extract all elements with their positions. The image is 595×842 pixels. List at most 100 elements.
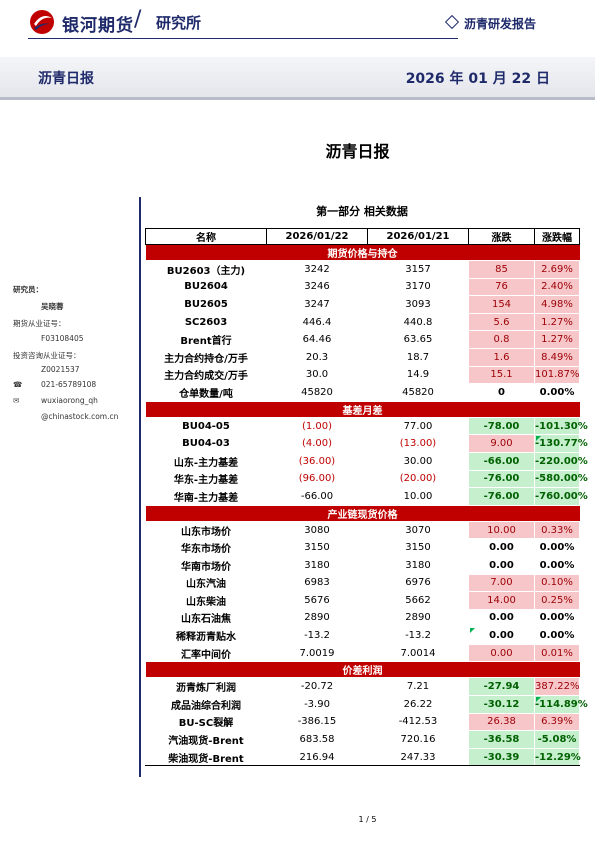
change-pct-cell: -130.77%	[534, 434, 588, 453]
table-row: 成品油综合利润 -3.90 26.22 -30.12 -114.89%	[145, 695, 588, 714]
row-name-cell: 沥青炼厂利润	[145, 677, 267, 697]
change-pct-cell-text: 2.40%	[541, 281, 573, 293]
change-cell-text: 0	[498, 386, 505, 398]
band-title: 沥青日报	[38, 71, 94, 87]
change-pct-cell-text: 0.33%	[541, 524, 573, 536]
value-today-cell-text: (1.00)	[301, 420, 333, 432]
change-pct-cell: 0.00%	[534, 383, 580, 402]
table-row: 山东市场价 3080 3070 10.00 0.33%	[145, 520, 580, 540]
table-row: BU2605 3247 3093 154 4.98%	[145, 295, 580, 314]
change-cell-text: -78.00	[483, 420, 520, 432]
row-name-cell: BU04-03	[145, 434, 267, 453]
value-prev-cell: 3180	[367, 555, 469, 575]
row-name-cell: 华南-主力基差	[145, 487, 267, 506]
row-name-cell-text: BU-SC裂解	[178, 718, 234, 730]
value-today-cell: 45820	[266, 383, 368, 402]
change-cell-text: 15.1	[490, 369, 513, 381]
row-name-cell-text: 主力合约持仓/万手	[164, 353, 248, 365]
row-name-cell: BU04-05	[145, 416, 267, 436]
change-pct-cell-text: 0.00%	[539, 559, 575, 571]
row-name-cell: BU2605	[145, 295, 267, 314]
value-prev-cell-text: (13.00)	[399, 438, 437, 450]
row-name-cell: 汽油现货-Brent	[145, 730, 267, 749]
value-today-cell: 3247	[266, 295, 368, 314]
table-row: 柴油现货-Brent 216.94 247.33 -30.39 -12.29%	[145, 747, 581, 767]
change-cell-text: -30.39	[483, 751, 520, 763]
change-pct-cell: -220.00%	[534, 451, 588, 471]
value-today-cell-text: -386.15	[297, 716, 337, 728]
value-today-cell: -13.2	[266, 626, 368, 645]
change-pct-cell-text: 0.00%	[539, 386, 575, 398]
change-cell-text: 76	[495, 281, 508, 293]
value-today-cell: 64.46	[266, 330, 368, 349]
value-today-cell: 3080	[266, 520, 368, 540]
change-cell: 0	[468, 383, 535, 402]
row-name-cell-text: 汇率中间价	[181, 649, 231, 661]
row-name-cell: 柴油现货-Brent	[145, 747, 267, 767]
flag-triangle-icon	[536, 697, 541, 703]
email-user[interactable]: wuxiaorong_qh	[41, 396, 98, 405]
table-row: 主力合约持仓/万手 20.3 18.7 1.6 8.49%	[145, 347, 580, 367]
value-prev-cell-text: 3180	[405, 559, 431, 571]
value-prev-cell-text: -13.2	[405, 630, 431, 642]
change-cell: 5.6	[468, 312, 535, 332]
change-pct-cell: 0.25%	[534, 591, 580, 610]
table-header-row: 名称 2026/01/22 2026/01/21 涨跌 涨跌幅	[145, 228, 580, 245]
change-cell: -30.39	[468, 747, 535, 767]
section-header-label: 基差月差	[145, 400, 580, 418]
invest-cert-label: 投资咨询从业证号：	[13, 351, 81, 360]
row-name-cell-text: 仓单数量/吨	[179, 388, 233, 400]
value-today-cell-text: 3080	[304, 524, 330, 536]
value-prev-cell: 2890	[367, 608, 469, 628]
change-cell: 85	[468, 260, 535, 279]
change-pct-cell-text: 0.25%	[541, 594, 573, 606]
change-cell-text: 0.00	[490, 647, 513, 659]
change-pct-cell: -101.30%	[534, 416, 588, 436]
row-name-cell-text: 山东-主力基差	[173, 457, 239, 469]
change-cell: 9.00	[468, 434, 535, 453]
change-cell: -76.00	[468, 469, 535, 489]
email-domain[interactable]: @chinastock.com.cn	[41, 412, 119, 421]
change-cell-text: -66.00	[483, 455, 520, 467]
row-name-cell-text: BU2605	[184, 298, 228, 310]
value-today-cell: 7.0019	[266, 643, 368, 663]
change-cell: 0.00	[468, 643, 535, 663]
change-pct-cell-text: -760.00%	[535, 490, 588, 502]
change-cell-text: -76.00	[483, 473, 520, 485]
change-pct-cell-text: -5.08%	[537, 734, 577, 746]
value-today-cell-text: 683.58	[299, 734, 335, 746]
flag-triangle-icon	[470, 628, 475, 634]
value-prev-cell: 18.7	[367, 347, 469, 367]
row-name-cell: 山东-主力基差	[145, 451, 267, 471]
value-today-cell-text: 20.3	[305, 351, 329, 363]
change-cell-text: 26.38	[487, 716, 516, 728]
value-prev-cell-text: 5662	[405, 594, 431, 606]
galaxy-logo-icon	[30, 10, 54, 34]
value-prev-cell-text: 3070	[405, 524, 431, 536]
value-today-cell-text: 216.94	[299, 751, 335, 763]
value-today-cell-text: 3180	[304, 559, 330, 571]
value-prev-cell: 7.21	[367, 677, 469, 697]
row-name-cell: 山东汽油	[145, 573, 267, 593]
value-today-cell: 30.0	[266, 365, 368, 385]
value-today-cell: -3.90	[266, 695, 368, 714]
value-today-cell-text: 6983	[304, 577, 330, 589]
change-cell: 7.00	[468, 573, 535, 593]
row-name-cell-text: SC2603	[184, 316, 228, 328]
value-prev-cell-text: 10.00	[403, 490, 433, 502]
change-cell-text: 0.00	[489, 612, 514, 624]
value-today-cell: 5676	[266, 591, 368, 610]
change-cell-text: -36.58	[483, 734, 520, 746]
header-date-1: 2026/01/22	[266, 228, 368, 245]
value-today-cell-text: (4.00)	[301, 438, 333, 450]
row-name-cell: Brent首行	[145, 330, 267, 349]
change-cell-text: 5.6	[493, 316, 510, 328]
value-prev-cell-text: 45820	[402, 386, 434, 398]
change-pct-cell-text: 101.87%	[535, 369, 580, 381]
value-prev-cell-text: 26.22	[403, 698, 433, 710]
change-pct-cell: 0.33%	[534, 520, 580, 540]
table-row: Brent首行 64.46 63.65 0.8 1.27%	[145, 330, 580, 349]
value-prev-cell: 440.8	[367, 312, 469, 332]
header-date-2: 2026/01/21	[367, 228, 469, 245]
change-cell: 14.00	[468, 591, 535, 610]
